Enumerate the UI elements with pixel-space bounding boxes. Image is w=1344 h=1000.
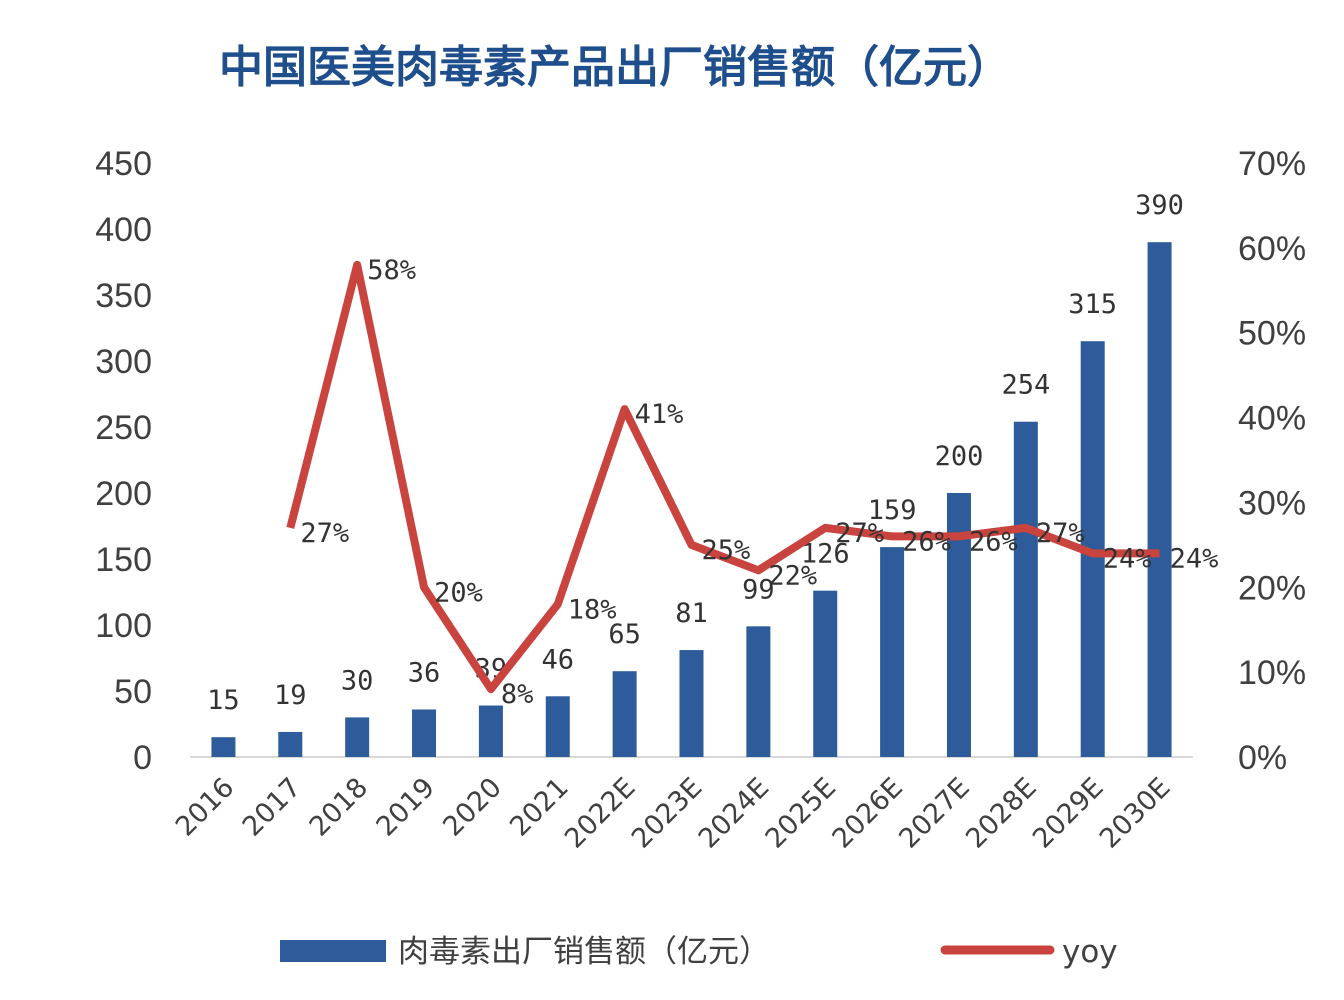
chart-title: 中国医美肉毒素产品出厂销售额（亿元）: [219, 42, 1011, 93]
y-right-tick: 60%: [1238, 230, 1306, 268]
x-tick-label: 2018: [304, 772, 375, 843]
x-tick-label: 2029E: [1027, 772, 1110, 855]
x-tick-label: 2030E: [1094, 772, 1177, 855]
yoy-line: [286, 260, 1160, 694]
y-axis-right: 0% 10% 20% 30% 40% 50% 60% 70%: [1238, 145, 1306, 777]
bar: [545, 696, 570, 757]
x-tick-label: 2025E: [760, 772, 843, 855]
bar-data-label: 30: [341, 665, 374, 696]
bar-data-label: 81: [675, 598, 708, 629]
yoy-data-label: 27%: [300, 518, 349, 549]
bar: [679, 650, 704, 757]
y-right-tick: 30%: [1238, 484, 1306, 522]
bar-data-label: 99: [742, 574, 775, 605]
y-left-tick: 400: [95, 211, 152, 249]
y-right-tick: 70%: [1238, 145, 1306, 183]
bar-data-label: 126: [801, 539, 850, 570]
bar-data-label: 19: [274, 680, 307, 711]
bar-data-label: 390: [1135, 190, 1184, 221]
legend-line-label: yoy: [1062, 934, 1118, 970]
bar: [813, 590, 838, 757]
bar: [211, 737, 236, 757]
bar-data-label: 200: [935, 441, 984, 472]
yoy-data-label: 18%: [568, 594, 617, 625]
x-tick-label: 2026E: [826, 772, 909, 855]
x-tick-label: 2019: [370, 772, 441, 843]
bar: [880, 547, 905, 757]
yoy-data-label: 58%: [367, 255, 416, 286]
y-left-tick: 150: [95, 541, 152, 579]
bar-data-label: 254: [1001, 370, 1050, 401]
bar-data-label: 65: [608, 619, 641, 650]
x-tick-label: 2027E: [893, 772, 976, 855]
y-right-tick: 0%: [1238, 739, 1287, 777]
y-left-tick: 350: [95, 277, 152, 315]
yoy-data-label: 22%: [768, 560, 817, 591]
y-right-tick: 10%: [1238, 654, 1306, 692]
x-tick-label: 2028E: [960, 772, 1043, 855]
x-axis: 2016201720182019202020212022E2023E2024E2…: [170, 772, 1177, 855]
yoy-data-label: 24%: [1103, 543, 1152, 574]
y-left-tick: 0: [133, 739, 152, 777]
y-left-tick: 100: [95, 607, 152, 645]
bar: [412, 709, 437, 757]
bar: [1147, 242, 1172, 757]
yoy-data-label: 8%: [501, 679, 534, 710]
bar-data-label: 15: [207, 685, 240, 716]
y-left-tick: 200: [95, 475, 152, 513]
y-left-tick: 50: [114, 673, 152, 711]
bar-data-label: 159: [868, 495, 917, 526]
bar: [1013, 421, 1038, 757]
y-left-tick: 450: [95, 145, 152, 183]
yoy-data-label: 26%: [969, 526, 1018, 557]
bar: [345, 717, 370, 757]
yoy-data-label: 24%: [1170, 543, 1219, 574]
bar: [612, 671, 637, 757]
yoy-data-label: 26%: [902, 526, 951, 557]
y-left-tick: 300: [95, 343, 152, 381]
bar: [478, 705, 503, 757]
bar: [746, 626, 771, 757]
yoy-data-label: 20%: [434, 577, 483, 608]
y-right-tick: 50%: [1238, 315, 1306, 353]
x-tick-label: 2022E: [559, 772, 642, 855]
y-right-tick: 40%: [1238, 400, 1306, 438]
yoy-line-group: 27% 58% 20% 8% 18% 41% 25% 22% 27% 26% 26% 27% 24% 24…: [286, 255, 1219, 710]
bar: [278, 731, 303, 757]
y-left-tick: 250: [95, 409, 152, 447]
bar-data-label: 315: [1068, 289, 1117, 320]
yoy-data-label: 27%: [835, 518, 884, 549]
x-tick-label: 2017: [237, 772, 308, 843]
yoy-data-label: 41%: [635, 399, 684, 430]
x-tick-label: 2023E: [626, 772, 709, 855]
legend-bar-swatch: [280, 940, 386, 962]
yoy-data-label: 27%: [1036, 518, 1085, 549]
legend-bar-label: 肉毒素出厂销售额（亿元）: [398, 934, 770, 970]
legend: 肉毒素出厂销售额（亿元） yoy: [280, 934, 1118, 970]
yoy-data-label: 25%: [702, 535, 751, 566]
y-right-tick: 20%: [1238, 569, 1306, 607]
x-tick-label: 2020: [437, 772, 508, 843]
x-tick-label: 2016: [170, 772, 241, 843]
x-tick-label: 2024E: [693, 772, 776, 855]
y-axis-left: 0 50 100 150 200 250 300 350 400 450: [95, 145, 152, 777]
bar-data-label: 36: [408, 657, 441, 688]
bar-data-label: 46: [542, 644, 575, 675]
